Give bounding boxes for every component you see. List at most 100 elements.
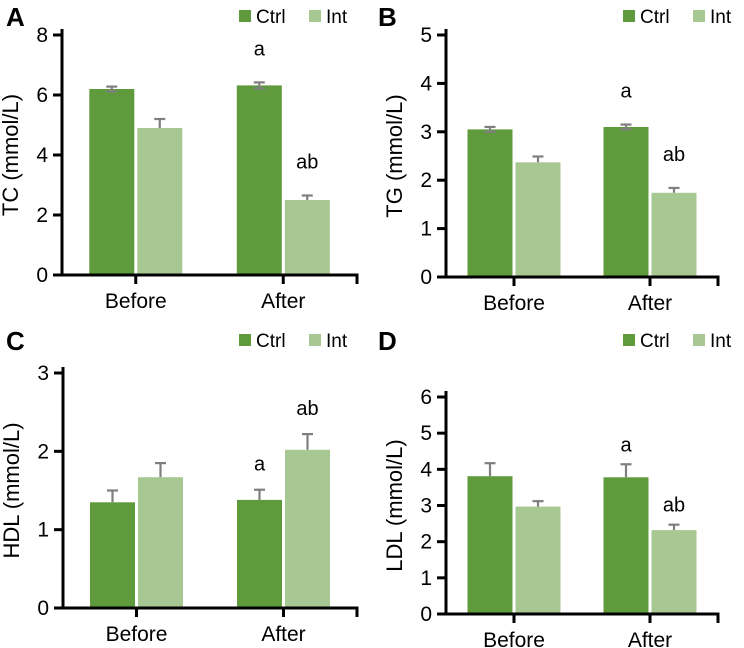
significance-label: ab bbox=[663, 495, 685, 517]
legend-label-int: Int bbox=[710, 331, 732, 352]
error-bar bbox=[668, 186, 680, 193]
y-tick-label: 2 bbox=[420, 531, 432, 554]
y-tick-label: 5 bbox=[420, 422, 432, 445]
y-tick-label: 4 bbox=[420, 458, 432, 481]
y-axis-title: HDL (mmol/L) bbox=[0, 422, 24, 558]
bar-int-before bbox=[515, 506, 561, 614]
y-tick-label: 5 bbox=[420, 24, 432, 47]
legend-label-ctrl: Ctrl bbox=[640, 7, 670, 28]
panel-letter-b: B bbox=[378, 2, 397, 32]
significance-label: a bbox=[254, 454, 266, 476]
error-bar bbox=[254, 488, 265, 500]
y-tick-label: 1 bbox=[420, 567, 432, 590]
legend-label-ctrl: Ctrl bbox=[256, 331, 286, 352]
chart-svg: a ab 0 1 2 3 4 5 Before After TG (mmol/L) Ctrl Int bbox=[382, 7, 732, 315]
legend: Ctrl Int bbox=[623, 7, 732, 28]
legend-swatch-ctrl-icon bbox=[623, 10, 635, 22]
y-axis-title: LDL (mmol/L) bbox=[382, 439, 407, 571]
significance-label: ab bbox=[663, 144, 685, 166]
bar-ctrl-after bbox=[603, 477, 649, 614]
legend: Ctrl Int bbox=[239, 7, 348, 28]
y-tick-label: 1 bbox=[420, 218, 432, 241]
error-bar bbox=[620, 463, 632, 478]
tc-bar-chart: a ab 0 2 4 6 8 Before After TC (mmol/L) Ctrl Int bbox=[0, 0, 372, 324]
bar-int-before bbox=[137, 128, 183, 275]
panel-letter-c: C bbox=[6, 326, 25, 356]
legend-swatch-ctrl-icon bbox=[623, 334, 635, 346]
x-label-before: Before bbox=[483, 629, 545, 648]
bar-ctrl-before bbox=[467, 476, 513, 614]
error-bar bbox=[154, 117, 166, 128]
legend-label-ctrl: Ctrl bbox=[640, 331, 670, 352]
legend-label-int: Int bbox=[326, 7, 348, 28]
axes bbox=[53, 29, 359, 284]
bar-ctrl-after bbox=[237, 499, 282, 608]
bar-ctrl-after bbox=[603, 127, 649, 277]
y-tick-label: 0 bbox=[420, 603, 432, 626]
significance-label: a bbox=[254, 38, 266, 60]
error-bar bbox=[301, 194, 313, 200]
y-tick-label: 0 bbox=[36, 264, 48, 287]
error-bar bbox=[155, 461, 166, 478]
axes bbox=[437, 391, 720, 623]
error-bar bbox=[106, 85, 118, 93]
panel-a-tc: a ab 0 2 4 6 8 Before After TC (mmol/L) Ctrl Int A bbox=[0, 0, 372, 324]
y-axis-title: TC (mmol/L) bbox=[0, 94, 23, 216]
bar-ctrl-before bbox=[89, 89, 135, 275]
x-label-before: Before bbox=[106, 623, 168, 646]
significance-label: ab bbox=[296, 398, 318, 420]
bar-int-before bbox=[515, 162, 561, 277]
y-tick-label: 4 bbox=[420, 72, 432, 95]
x-label-after: After bbox=[628, 292, 672, 315]
significance-label: ab bbox=[296, 152, 318, 174]
bar-ctrl-after bbox=[236, 85, 282, 276]
tg-bar-chart: a ab 0 1 2 3 4 5 Before After TG (mmol/L) Ctrl Int bbox=[372, 0, 744, 324]
legend-swatch-int-icon bbox=[693, 334, 705, 346]
chart-svg: a ab 0 1 2 3 4 5 6 Before After LDL (mmol/L) Ctrl Int bbox=[382, 331, 732, 648]
error-bar bbox=[302, 432, 313, 450]
x-label-before: Before bbox=[105, 290, 167, 313]
y-tick-label: 2 bbox=[37, 440, 49, 463]
bar-int-after bbox=[651, 192, 697, 277]
significance-label: a bbox=[620, 434, 632, 456]
bar-int-before bbox=[138, 477, 183, 608]
x-label-after: After bbox=[628, 629, 672, 648]
y-tick-label: 3 bbox=[420, 121, 432, 144]
legend: Ctrl Int bbox=[239, 331, 348, 352]
bar-int-after bbox=[651, 530, 697, 614]
chart-svg: a ab 0 1 2 3 Before After HDL (mmol/L) Ctrl Int bbox=[0, 331, 359, 646]
legend-swatch-int-icon bbox=[693, 10, 705, 22]
bar-int-after bbox=[284, 200, 330, 275]
error-bar bbox=[253, 81, 265, 90]
hdl-bar-chart: a ab 0 1 2 3 Before After HDL (mmol/L) Ctrl Int bbox=[0, 324, 372, 648]
error-bar bbox=[107, 489, 118, 503]
x-label-before: Before bbox=[483, 292, 545, 315]
y-tick-label: 3 bbox=[420, 495, 432, 518]
error-bar bbox=[620, 123, 632, 131]
legend: Ctrl Int bbox=[623, 331, 732, 352]
error-bar bbox=[484, 125, 496, 133]
legend-swatch-ctrl-icon bbox=[239, 10, 251, 22]
panel-c-hdl: a ab 0 1 2 3 Before After HDL (mmol/L) Ctrl Int C bbox=[0, 324, 372, 648]
y-tick-label: 4 bbox=[36, 144, 48, 167]
axes bbox=[437, 29, 720, 286]
significance-label: a bbox=[620, 81, 632, 103]
legend-label-int: Int bbox=[710, 7, 732, 28]
axes bbox=[54, 367, 359, 617]
y-tick-label: 2 bbox=[36, 204, 48, 227]
y-tick-label: 8 bbox=[36, 24, 48, 47]
legend-label-int: Int bbox=[326, 331, 348, 352]
legend-swatch-int-icon bbox=[309, 334, 321, 346]
error-bar bbox=[532, 155, 544, 163]
panel-d-ldl: a ab 0 1 2 3 4 5 6 Before After LDL (mmol/L) Ctrl Int… bbox=[372, 324, 744, 648]
legend-swatch-ctrl-icon bbox=[239, 334, 251, 346]
y-tick-label: 3 bbox=[37, 362, 49, 385]
y-tick-label: 6 bbox=[36, 84, 48, 107]
bar-ctrl-before bbox=[467, 129, 513, 277]
panel-b-tg: a ab 0 1 2 3 4 5 Before After TG (mmol/L) Ctrl Int B bbox=[372, 0, 744, 324]
error-bar bbox=[532, 500, 544, 507]
y-tick-label: 6 bbox=[420, 386, 432, 409]
y-tick-label: 0 bbox=[37, 597, 49, 620]
y-tick-label: 2 bbox=[420, 169, 432, 192]
panel-letter-a: A bbox=[6, 2, 25, 32]
